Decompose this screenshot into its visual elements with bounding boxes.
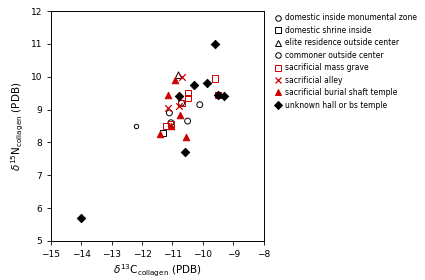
Legend: domestic inside monumental zone, domestic shrine inside, elite residence outside: domestic inside monumental zone, domesti… (274, 13, 418, 110)
Point (175, 94, 182, 99)
Point (196, 102, 203, 107)
Point (215, 93, 221, 97)
Point (204, 81, 211, 86)
Point (184, 96, 191, 100)
Point (212, 42, 218, 46)
Point (212, 76, 218, 81)
Point (178, 74, 185, 79)
Point (167, 124, 174, 128)
Point (185, 91, 192, 95)
Point (221, 94, 227, 99)
Point (157, 132, 164, 136)
Point (167, 120, 174, 125)
X-axis label: $\delta^{13}$C$_{\mathregular{collagen}}$ (PDB): $\delta^{13}$C$_{\mathregular{collagen}}… (113, 263, 201, 279)
Point (166, 111, 173, 115)
Point (184, 119, 191, 123)
Point (177, 112, 184, 117)
Point (175, 73, 182, 77)
Y-axis label: $\delta^{15}$N$_{\mathregular{collagen}}$ (PDB): $\delta^{15}$N$_{\mathregular{collagen}}… (10, 81, 26, 171)
Point (172, 78, 179, 82)
Point (164, 106, 171, 110)
Point (78, 216, 85, 220)
Point (183, 135, 190, 140)
Point (160, 130, 167, 135)
Point (163, 124, 170, 128)
Point (190, 83, 197, 87)
Point (181, 150, 188, 155)
Point (178, 101, 185, 105)
Point (164, 93, 171, 97)
Point (133, 124, 139, 128)
Point (175, 104, 182, 109)
Point (178, 101, 185, 105)
Point (167, 122, 174, 127)
Point (215, 93, 221, 97)
